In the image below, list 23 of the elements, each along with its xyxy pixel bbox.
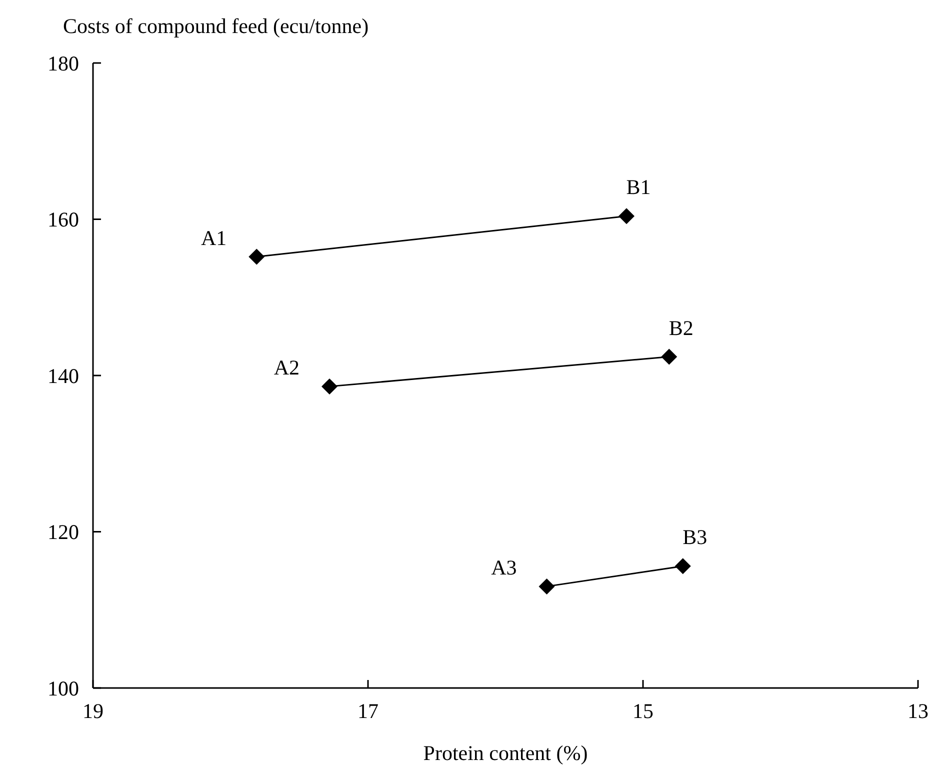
y-tick-label: 180 [48, 51, 79, 76]
x-tick-label: 13 [908, 699, 928, 723]
annotation: A2 [274, 355, 300, 380]
x-tick-label: 17 [358, 699, 378, 723]
y-tick-label: 160 [48, 208, 79, 232]
point [674, 558, 691, 574]
point [322, 378, 338, 394]
x-axis-title: Protein content (%) [423, 741, 588, 765]
annotation: B3 [682, 525, 708, 550]
y-tick-label: 100 [48, 676, 79, 700]
annotation: B2 [668, 316, 694, 340]
point [538, 578, 555, 594]
annotation: B1 [626, 175, 651, 200]
x-tick-label: 19 [82, 699, 104, 723]
y-tick-label: 120 [48, 520, 79, 544]
annotation: A1 [200, 226, 227, 250]
point [248, 248, 265, 265]
point [618, 208, 634, 224]
y-tick-label: 140 [48, 364, 79, 388]
annotation: A3 [491, 555, 517, 580]
point [661, 348, 678, 365]
y-axis-title: Costs of compound feed (ecu/tonne) [63, 14, 369, 38]
x-tick-label: 15 [632, 699, 654, 723]
